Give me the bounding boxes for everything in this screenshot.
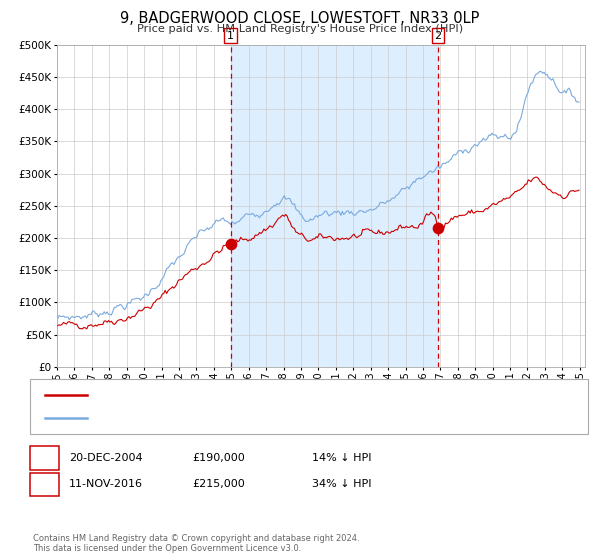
- Text: HPI: Average price, detached house, East Suffolk: HPI: Average price, detached house, East…: [93, 413, 337, 423]
- Text: Price paid vs. HM Land Registry's House Price Index (HPI): Price paid vs. HM Land Registry's House …: [137, 24, 463, 34]
- Text: 11-NOV-2016: 11-NOV-2016: [69, 479, 143, 489]
- Text: 1: 1: [41, 453, 48, 463]
- Text: 20-DEC-2004: 20-DEC-2004: [69, 453, 143, 463]
- Bar: [230, 45, 438, 367]
- Text: 2: 2: [434, 31, 442, 41]
- Text: £190,000: £190,000: [192, 453, 245, 463]
- Text: Contains HM Land Registry data © Crown copyright and database right 2024.
This d: Contains HM Land Registry data © Crown c…: [33, 534, 359, 553]
- Point: [226, 240, 235, 249]
- Text: 9, BADGERWOOD CLOSE, LOWESTOFT, NR33 0LP (detached house): 9, BADGERWOOD CLOSE, LOWESTOFT, NR33 0LP…: [93, 390, 428, 400]
- Text: 9, BADGERWOOD CLOSE, LOWESTOFT, NR33 0LP: 9, BADGERWOOD CLOSE, LOWESTOFT, NR33 0LP: [121, 11, 479, 26]
- Text: 1: 1: [227, 31, 234, 41]
- Text: 34% ↓ HPI: 34% ↓ HPI: [312, 479, 371, 489]
- Text: 14% ↓ HPI: 14% ↓ HPI: [312, 453, 371, 463]
- Text: 2: 2: [41, 479, 48, 489]
- Text: £215,000: £215,000: [192, 479, 245, 489]
- Point: [433, 224, 443, 233]
